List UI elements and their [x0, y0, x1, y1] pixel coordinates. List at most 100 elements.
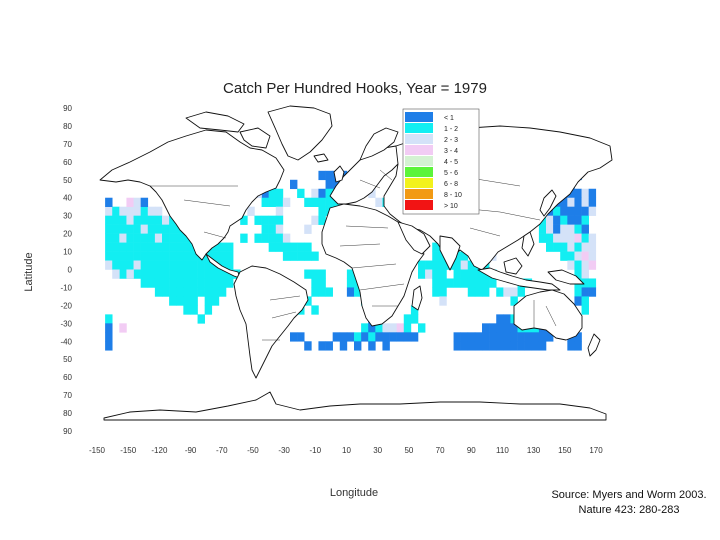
- heatmap-cell: [574, 296, 582, 306]
- x-tick-label: -150: [120, 446, 137, 455]
- heatmap-cell: [304, 269, 312, 279]
- heatmap-cell: [304, 242, 312, 252]
- heatmap-cell: [268, 242, 277, 252]
- heatmap-cell: [418, 269, 426, 279]
- legend-swatch: [405, 123, 433, 133]
- heatmap-cell: [361, 323, 369, 333]
- heatmap-cell: [105, 215, 113, 225]
- heatmap-cell: [546, 215, 554, 225]
- heatmap-cell: [140, 215, 149, 225]
- heatmap-cell: [218, 278, 227, 288]
- y-tick-label: 80: [63, 409, 72, 418]
- heatmap-cell: [147, 215, 156, 225]
- heatmap-cell: [169, 296, 177, 306]
- heatmap-cell: [567, 224, 575, 234]
- heatmap-cell: [211, 251, 220, 261]
- heatmap-cell: [410, 305, 419, 315]
- y-tick-label: 20: [63, 230, 72, 239]
- x-axis-label: Longitude: [330, 487, 378, 499]
- x-tick-label: 150: [558, 446, 572, 455]
- heatmap-cell: [183, 305, 191, 315]
- heatmap-cell: [574, 287, 582, 297]
- heatmap-cell: [432, 269, 440, 279]
- heatmap-cell: [439, 260, 447, 270]
- australia: [513, 289, 583, 341]
- heatmap-cell: [325, 287, 333, 297]
- heatmap-cell: [133, 269, 141, 279]
- heatmap-cell: [290, 242, 298, 252]
- heatmap-cell: [538, 224, 547, 234]
- heatmap-cell: [183, 296, 191, 306]
- legend-label: 1 - 2: [444, 126, 458, 133]
- heatmap-cell: [460, 341, 469, 351]
- heatmap-cell: [375, 197, 383, 207]
- chart-title: Catch Per Hundred Hooks, Year = 1979: [223, 80, 487, 97]
- legend-label: 5 - 6: [444, 170, 458, 177]
- y-tick-label: 50: [63, 355, 72, 364]
- heatmap-cell: [517, 287, 525, 297]
- heatmap-cell: [147, 251, 156, 261]
- heatmap-cell: [154, 242, 163, 252]
- heatmap-cell: [581, 215, 589, 225]
- heatmap-cell: [339, 332, 348, 342]
- heatmap-cell: [183, 233, 191, 243]
- heatmap-cell: [218, 251, 227, 261]
- heatmap-cell: [204, 287, 213, 297]
- heatmap-cell: [275, 224, 284, 234]
- heatmap-cell: [546, 332, 554, 342]
- heatmap-cell: [112, 233, 120, 243]
- heatmap-cell: [354, 332, 362, 342]
- heatmap-cell: [574, 260, 582, 270]
- heatmap-cell: [126, 251, 134, 261]
- heatmap-cell: [567, 341, 575, 351]
- heatmap-cell: [560, 251, 568, 261]
- heatmap-cell: [112, 251, 120, 261]
- heatmap-cell: [147, 260, 156, 270]
- arabian-peninsula: [397, 221, 431, 255]
- heatmap-cell: [325, 170, 333, 181]
- heatmap-cell: [432, 287, 440, 297]
- heatmap-cell: [581, 260, 589, 270]
- heatmap-cell: [517, 341, 525, 351]
- heatmap-cell: [574, 188, 582, 199]
- heatmap-cell: [531, 341, 540, 351]
- heatmap-cell: [147, 278, 156, 288]
- heatmap-cell: [154, 269, 163, 279]
- y-tick-label: 70: [63, 140, 72, 149]
- heatmap-cell: [396, 323, 405, 333]
- heatmap-cell: [410, 314, 419, 324]
- x-tick-label: -120: [151, 446, 168, 455]
- heatmap-cell: [126, 224, 134, 234]
- heatmap-cell: [240, 233, 248, 243]
- heatmap-cell: [574, 341, 582, 351]
- heatmap-cell: [126, 197, 134, 207]
- heatmap-cell: [560, 206, 568, 216]
- heatmap-cell: [318, 269, 326, 279]
- heatmap-cell: [112, 242, 120, 252]
- heatmap-cell: [546, 242, 554, 252]
- heatmap-cell: [204, 269, 213, 279]
- heatmap-cell: [482, 332, 490, 342]
- heatmap-cell: [190, 296, 198, 306]
- heatmap-cell: [581, 296, 589, 306]
- heatmap-cell: [560, 242, 568, 252]
- x-tick-label: -70: [216, 446, 228, 455]
- heatmap-cell: [197, 287, 205, 297]
- heatmap-cell: [375, 323, 383, 333]
- heatmap-cell: [126, 206, 134, 216]
- heatmap-cell: [574, 197, 582, 207]
- heatmap-cell: [211, 269, 220, 279]
- y-axis-ticks: 90 80 70 60 50 40 30 20 10 0 -10 -20 -30 -40 50 60 70 80 9…: [60, 104, 72, 436]
- x-tick-label: 90: [467, 446, 476, 455]
- heatmap-cell: [389, 323, 397, 333]
- legend-label: 6 - 8: [444, 181, 458, 188]
- heatmap-cell: [162, 251, 170, 261]
- heatmap-cell: [140, 251, 149, 261]
- heatmap-cell: [133, 251, 141, 261]
- scandinavia: [359, 127, 399, 161]
- heatmap-cell: [133, 233, 141, 243]
- heatmap-cell: [154, 215, 163, 225]
- x-tick-label: 50: [404, 446, 413, 455]
- heatmap-cell: [218, 260, 227, 270]
- heatmap-cell: [297, 332, 305, 342]
